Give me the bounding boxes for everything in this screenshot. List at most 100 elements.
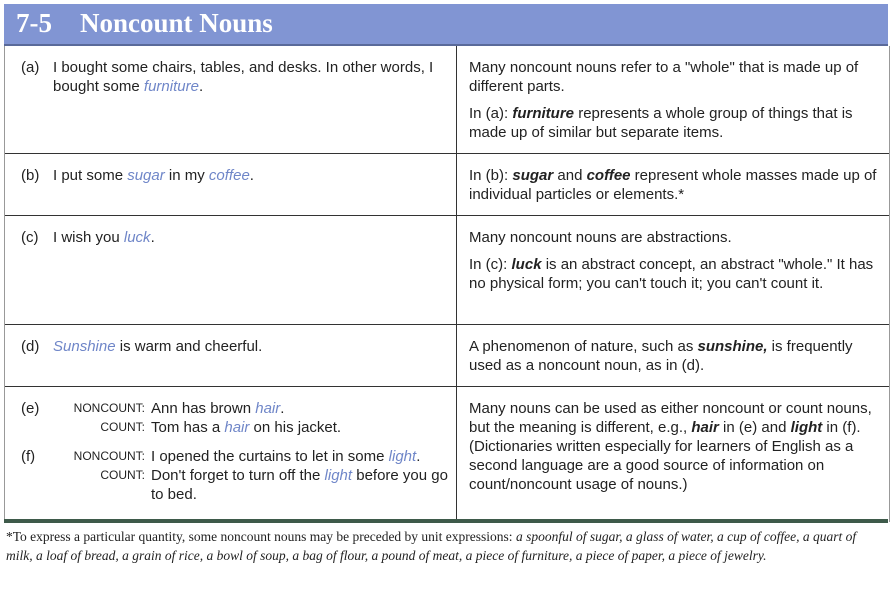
footnote-text: *To express a particular quantity, some … bbox=[6, 529, 516, 544]
table-row: (e) NONCOUNT: Ann has brown hair. COUNT: Tom… bbox=[5, 387, 889, 522]
text-segment: Many nouns can be used as either noncoun… bbox=[469, 400, 872, 436]
keyword: luck bbox=[123, 229, 151, 246]
footnote-examples: a spoonful of sugar, a glass of water, a… bbox=[6, 529, 857, 563]
example-text: I wish you luck. bbox=[53, 228, 155, 324]
text-segment: I wish you bbox=[53, 229, 124, 246]
example-text: I bought some chairs, tables, and desks.… bbox=[53, 58, 456, 153]
text-segment: Many noncount nouns refer to a "whole" t… bbox=[469, 59, 859, 95]
section-header: 7-5 Noncount Nouns bbox=[4, 4, 888, 46]
example-label: (b) bbox=[21, 167, 40, 184]
explanation-paragraph: Many noncount nouns refer to a "whole" t… bbox=[469, 58, 879, 96]
noun-type-tag: COUNT: bbox=[100, 468, 145, 482]
example-label: (c) bbox=[21, 229, 39, 246]
keyword: hair bbox=[224, 419, 250, 436]
example-label bbox=[21, 466, 51, 504]
bottom-rule bbox=[4, 519, 888, 523]
footnote: *To express a particular quantity, some … bbox=[6, 527, 876, 565]
keyword-bold: furniture bbox=[512, 105, 575, 122]
noun-type-tag: NONCOUNT: bbox=[73, 401, 145, 415]
keyword-bold: luck bbox=[511, 256, 542, 273]
example-label bbox=[21, 418, 51, 437]
grammar-table: (a) I bought some chairs, tables, and des… bbox=[4, 46, 890, 522]
text-segment: Ann has brown bbox=[151, 400, 256, 417]
explanation-cell: Many noncount nouns are abstractions. In … bbox=[457, 216, 889, 324]
text-segment: In (a): bbox=[469, 105, 513, 122]
example-text: Don't forget to turn off the light befor… bbox=[151, 466, 456, 504]
keyword: furniture bbox=[143, 78, 199, 95]
example-line: COUNT: Don't forget to turn off the light… bbox=[21, 466, 456, 504]
keyword-bold: sunshine, bbox=[697, 338, 768, 355]
table-row: (c) I wish you luck. Many noncount nouns a… bbox=[5, 216, 889, 325]
text-segment: . bbox=[249, 167, 254, 184]
text-segment: . bbox=[416, 448, 421, 465]
example-label: (d) bbox=[21, 338, 40, 355]
example-label: (e) bbox=[21, 400, 40, 417]
table-row: (b) I put some sugar in my coffee. In (b):… bbox=[5, 154, 889, 216]
example-text: Tom has a hair on his jacket. bbox=[151, 418, 341, 437]
text-segment: I opened the curtains to let in some bbox=[151, 448, 389, 465]
text-segment: Tom has a bbox=[151, 419, 225, 436]
example-label: (f) bbox=[21, 448, 36, 465]
text-segment: Don't forget to turn off the bbox=[151, 467, 325, 484]
text-segment: . bbox=[198, 78, 204, 95]
text-segment: represent whole masses made up of indivi… bbox=[469, 167, 877, 203]
keyword-bold: hair bbox=[691, 419, 719, 436]
explanation-cell: In (b): sugar and coffee represent whole… bbox=[457, 154, 889, 215]
text-segment: on his jacket. bbox=[249, 419, 342, 436]
example-cell: (a) I bought some chairs, tables, and des… bbox=[5, 46, 457, 153]
keyword-bold: light bbox=[790, 419, 823, 436]
text-segment: in (f). bbox=[822, 419, 861, 436]
section-title: Noncount Nouns bbox=[80, 8, 273, 38]
example-text: Ann has brown hair. bbox=[151, 399, 284, 418]
text-segment: and bbox=[553, 167, 587, 184]
keyword: coffee bbox=[208, 167, 250, 184]
explanation-paragraph: (Dictionaries written especially for lea… bbox=[469, 437, 879, 494]
section-number: 7-5 bbox=[16, 8, 52, 38]
text-segment: . bbox=[150, 229, 155, 246]
explanation-paragraph: A phenomenon of nature, such as sunshine… bbox=[469, 337, 879, 375]
example-cell: (b) I put some sugar in my coffee. bbox=[5, 154, 457, 215]
text-segment: . bbox=[280, 400, 285, 417]
text-segment: is an abstract concept, an abstract "who… bbox=[469, 256, 874, 292]
example-line: (e) NONCOUNT: Ann has brown hair. bbox=[21, 399, 456, 418]
example-text: I put some sugar in my coffee. bbox=[53, 166, 254, 215]
text-segment: in my bbox=[164, 167, 209, 184]
text-segment: in (e) and bbox=[718, 419, 791, 436]
text-segment: I bought some chairs, tables, and desks.… bbox=[53, 59, 434, 95]
keyword-bold: coffee bbox=[586, 167, 631, 184]
explanation-paragraph: In (c): luck is an abstract concept, an … bbox=[469, 255, 879, 293]
explanation-paragraph: In (a): furniture represents a whole gro… bbox=[469, 104, 879, 142]
explanation-cell: Many nouns can be used as either noncoun… bbox=[457, 387, 889, 522]
example-text: Sunshine is warm and cheerful. bbox=[53, 337, 262, 386]
text-segment: is warm and cheerful. bbox=[115, 338, 263, 355]
keyword: light bbox=[388, 448, 417, 465]
text-segment: A phenomenon of nature, such as bbox=[469, 338, 698, 355]
example-cell: (e) NONCOUNT: Ann has brown hair. COUNT: Tom… bbox=[5, 387, 457, 522]
example-text: I opened the curtains to let in some lig… bbox=[151, 447, 420, 466]
text-segment: In (c): bbox=[469, 256, 512, 273]
example-line: COUNT: Tom has a hair on his jacket. bbox=[21, 418, 456, 437]
table-row: (d) Sunshine is warm and cheerful. A pheno… bbox=[5, 325, 889, 387]
text-segment: (Dictionaries written especially for lea… bbox=[469, 438, 854, 493]
text-segment: I put some bbox=[53, 167, 128, 184]
example-cell: (c) I wish you luck. bbox=[5, 216, 457, 324]
explanation-paragraph: Many nouns can be used as either noncoun… bbox=[469, 399, 879, 437]
example-cell: (d) Sunshine is warm and cheerful. bbox=[5, 325, 457, 386]
keyword-bold: sugar bbox=[512, 167, 554, 184]
keyword: light bbox=[324, 467, 353, 484]
table-row: (a) I bought some chairs, tables, and des… bbox=[5, 46, 889, 154]
keyword: Sunshine bbox=[53, 338, 116, 355]
text-segment: before you go to bed. bbox=[151, 467, 448, 503]
explanation-paragraph: Many noncount nouns are abstractions. bbox=[469, 228, 879, 247]
explanation-cell: Many noncount nouns refer to a "whole" t… bbox=[457, 46, 889, 153]
example-line: (f) NONCOUNT: I opened the curtains to let… bbox=[21, 447, 456, 466]
text-segment: is frequently used as a noncount noun, a… bbox=[469, 338, 853, 374]
explanation-paragraph: In (b): sugar and coffee represent whole… bbox=[469, 166, 879, 204]
explanation-cell: A phenomenon of nature, such as sunshine… bbox=[457, 325, 889, 386]
example-label: (a) bbox=[21, 59, 40, 76]
keyword: hair bbox=[255, 400, 281, 417]
keyword: sugar bbox=[127, 167, 165, 184]
text-segment: In (b): bbox=[469, 167, 513, 184]
noun-type-tag: COUNT: bbox=[100, 420, 145, 434]
text-segment: Many noncount nouns are abstractions. bbox=[469, 229, 732, 246]
